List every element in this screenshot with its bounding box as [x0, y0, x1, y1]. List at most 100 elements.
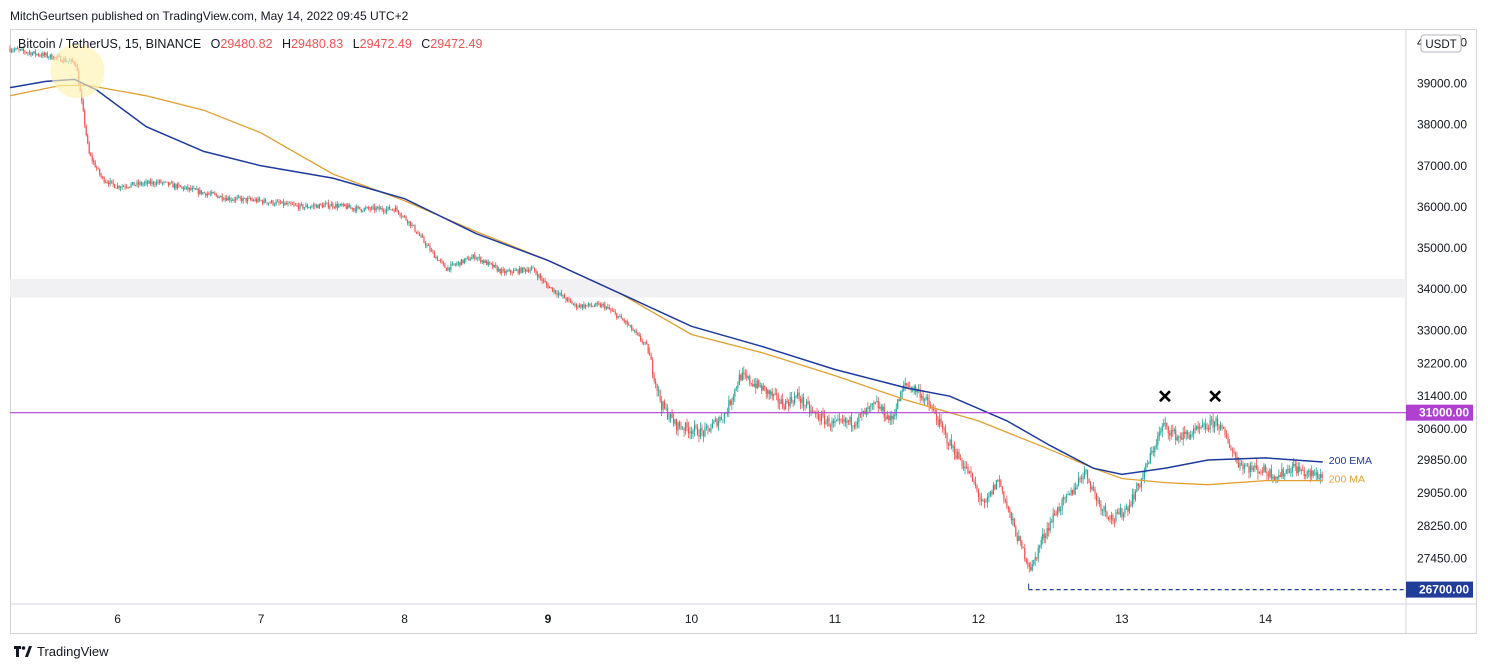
candle-body	[1028, 563, 1030, 568]
candle-body	[675, 419, 678, 431]
candle-body	[572, 304, 575, 305]
candle-564	[852, 425, 854, 432]
candle-630	[950, 433, 953, 450]
candle-body	[338, 205, 340, 208]
candle-body	[562, 294, 564, 296]
candle-571	[862, 410, 864, 417]
candle-60	[99, 168, 101, 177]
candle-588	[888, 414, 890, 424]
candle-body	[870, 404, 872, 407]
candle-24	[45, 52, 47, 58]
candle-330	[502, 266, 504, 273]
candle-body	[510, 269, 512, 273]
candle-225	[345, 203, 347, 210]
candle-458	[693, 420, 696, 437]
candle-body	[478, 257, 480, 258]
candle-body	[1294, 463, 1296, 467]
candle-body	[625, 320, 627, 322]
candle-body	[223, 199, 225, 201]
candle-body	[1300, 469, 1302, 471]
candle-body	[1297, 466, 1299, 474]
candle-776	[1169, 430, 1171, 442]
candle-body	[1109, 518, 1111, 520]
candle-body	[702, 430, 705, 437]
candle-70	[114, 183, 116, 189]
candle-body	[308, 207, 310, 209]
candle-body	[386, 208, 388, 212]
candle-body	[393, 209, 395, 212]
candle-453	[686, 418, 688, 432]
candle-body	[1140, 478, 1142, 487]
candle-646	[974, 476, 977, 489]
candle-463	[701, 424, 703, 437]
candle-835	[1257, 465, 1259, 480]
candle-body	[677, 422, 679, 431]
candle-body	[82, 100, 84, 111]
candle-286	[436, 255, 439, 262]
candle-73	[118, 185, 120, 191]
candle-637	[961, 457, 963, 470]
candle-body	[1193, 428, 1195, 435]
candle-body	[1184, 432, 1186, 435]
candle-body	[1009, 509, 1011, 513]
candle-99	[157, 178, 159, 185]
candle-body	[296, 204, 298, 206]
candle-body	[336, 204, 338, 208]
candle-791	[1191, 431, 1193, 438]
candle-339	[516, 268, 518, 271]
candle-793	[1194, 422, 1196, 434]
candle-148	[230, 197, 232, 203]
candle-body	[649, 353, 651, 356]
candle-620	[936, 409, 938, 426]
candle-648	[977, 488, 980, 503]
price-tick-label: 34000.00	[1417, 282, 1467, 296]
candle-687	[1036, 557, 1038, 561]
candle-body	[658, 390, 660, 392]
candle-body	[1190, 434, 1192, 439]
candle-741	[1116, 508, 1119, 515]
candle-body	[408, 221, 410, 224]
candle-body	[1051, 521, 1053, 523]
candle-body	[339, 204, 341, 206]
candle-369	[560, 289, 563, 297]
candle-270	[412, 224, 415, 227]
candle-840	[1264, 464, 1266, 473]
candle-body	[45, 53, 47, 56]
candle-body	[956, 452, 959, 459]
candle-327	[498, 266, 500, 273]
candle-844	[1270, 464, 1272, 481]
candle-538	[813, 410, 815, 414]
candle-419	[635, 328, 637, 335]
candle-body	[740, 374, 742, 381]
candle-body	[257, 198, 259, 202]
candle-447	[677, 421, 679, 437]
footer-brand[interactable]: TradingView	[14, 644, 109, 659]
candle-body	[671, 413, 673, 419]
candle-518	[783, 403, 785, 411]
candle-853	[1284, 473, 1286, 482]
candle-717	[1080, 474, 1083, 484]
candle-635	[958, 448, 960, 460]
candle-505	[764, 385, 766, 392]
candle-805	[1212, 413, 1214, 433]
candle-body	[629, 325, 631, 326]
candle-713	[1074, 482, 1077, 496]
candle-553	[835, 419, 838, 422]
candle-body	[668, 418, 670, 419]
candle-205	[315, 203, 317, 209]
candle-68	[111, 180, 113, 184]
candle-body	[421, 235, 424, 238]
candle-821	[1236, 451, 1238, 464]
candle-body	[791, 397, 793, 402]
candle-body	[504, 270, 506, 274]
candle-107	[169, 182, 171, 186]
candle-707	[1066, 493, 1068, 503]
candle-851	[1281, 462, 1283, 480]
candle-181	[279, 199, 282, 205]
candle-680	[1025, 557, 1027, 565]
candle-body	[913, 386, 915, 390]
candle-152	[236, 194, 238, 201]
candle-body	[641, 340, 643, 343]
candle-body	[1058, 507, 1060, 511]
